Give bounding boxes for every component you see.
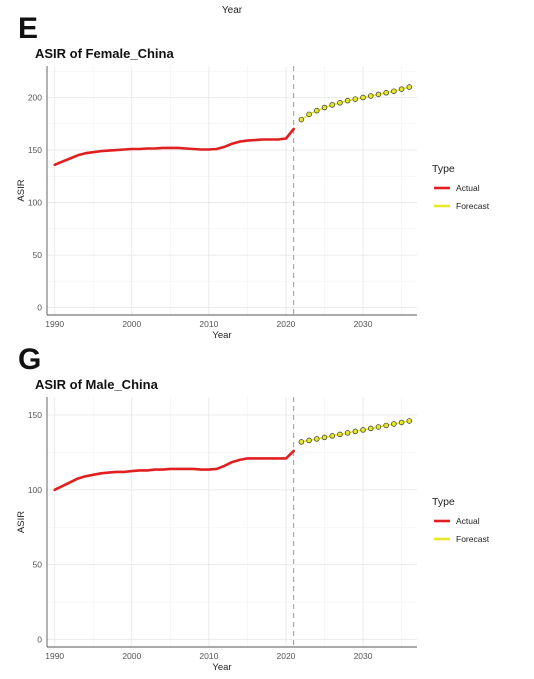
chart-title: ASIR of Male_China [35,377,159,392]
y-tick-label: 150 [28,410,42,420]
legend-label-forecast: Forecast [456,534,490,544]
forecast-point [352,428,359,435]
y-tick-label: 200 [28,93,42,103]
x-tick-label: 2030 [354,651,373,661]
forecast-point [306,111,312,118]
x-tick-label: 1990 [45,651,64,661]
x-tick-label: 2030 [354,319,373,329]
y-tick-label: 0 [37,303,42,313]
actual-series-line [53,449,296,492]
y-tick-label: 0 [37,635,42,645]
forecast-point [314,107,320,114]
x-tick-label: 2020 [276,319,295,329]
legend-label-actual: Actual [456,516,480,526]
forecast-point [314,436,320,442]
forecast-point [298,116,305,123]
forecast-point [368,425,374,432]
forecast-point [391,421,397,427]
top-year-label: Year [222,5,243,16]
y-axis-label: ASIR [16,511,27,533]
x-axis-label: Year [212,662,231,673]
y-axis-label: ASIR [16,179,27,201]
legend-title: Type [432,163,455,175]
legend-label-forecast: Forecast [456,201,490,211]
forecast-point [406,84,413,90]
forecast-point [298,439,305,445]
forecast-point [306,437,312,444]
y-tick-label: 50 [33,560,43,570]
forecast-point [321,434,328,441]
x-tick-label: 2000 [122,651,141,661]
legend-label-actual: Actual [456,183,480,193]
forecast-point [344,430,351,436]
x-tick-label: 2000 [122,319,141,329]
x-tick-label: 2020 [276,651,295,661]
forecast-point [383,422,389,429]
forecast-point [375,424,382,430]
x-tick-label: 2010 [199,319,218,329]
forecast-point [360,94,366,101]
panel-letter: G [18,343,41,376]
forecast-point [352,96,359,102]
forecast-point [360,427,366,433]
forecast-point [398,86,405,92]
forecast-point [368,93,374,99]
y-tick-label: 150 [28,145,42,155]
panel-letter: E [18,12,38,45]
actual-series-line [53,127,296,167]
forecast-point [337,431,343,438]
forecast-point [321,104,328,111]
y-tick-label: 100 [28,198,42,208]
forecast-point [375,91,382,98]
forecast-point [337,100,343,106]
forecast-point [344,97,351,104]
forecast-point [329,433,335,439]
x-axis-label: Year [212,330,231,341]
forecast-point [406,418,413,424]
chart-title: ASIR of Female_China [35,46,174,61]
forecast-point [391,88,397,94]
y-tick-label: 50 [33,250,43,260]
forecast-point [329,102,335,108]
x-tick-label: 1990 [45,319,64,329]
legend-title: Type [432,496,455,508]
forecast-point [398,419,405,426]
y-tick-label: 100 [28,485,42,495]
x-tick-label: 2010 [199,651,218,661]
forecast-point [383,90,389,96]
